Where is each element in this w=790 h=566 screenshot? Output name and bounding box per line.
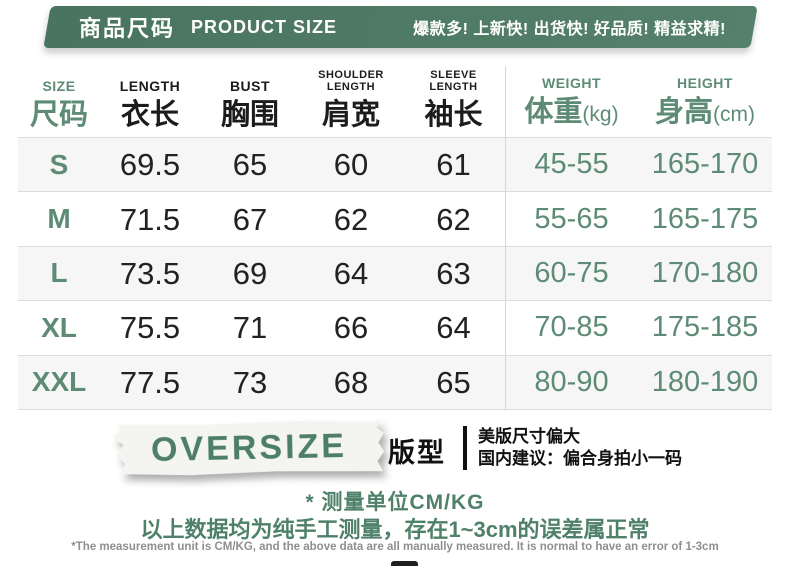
column-header-size-zh: 尺码 xyxy=(29,99,88,131)
column-header-height-zh: 身高 xyxy=(655,96,714,128)
sleeve-value: 62 xyxy=(436,201,471,237)
column-header-bust: BUST 胸围 xyxy=(200,56,300,137)
fit-notes: 美版尺寸偏大 国内建议：偏合身拍小一码 xyxy=(478,426,682,469)
shoulder-value: 62 xyxy=(333,201,369,237)
banner-title-en: PRODUCT SIZE xyxy=(191,16,338,37)
english-measurement-note: *The measurement unit is CM/KG, and the … xyxy=(71,541,719,553)
height-value: 180-190 xyxy=(651,365,759,398)
height-value: 170-180 xyxy=(651,256,759,289)
fit-note-line2: 国内建议：偏合身拍小一码 xyxy=(478,448,682,468)
column-header-weight-en: WEIGHT xyxy=(542,75,601,91)
weight-value: 45-55 xyxy=(534,148,609,181)
shoulder-value: 64 xyxy=(333,255,369,291)
column-header-sleeve-en: SLEEVE LENGTH xyxy=(429,69,478,93)
fit-type-label: 版型 xyxy=(388,438,446,468)
column-header-sleeve-zh: 袖长 xyxy=(424,99,483,131)
sleeve-value: 65 xyxy=(436,364,471,400)
sleeve-value: 63 xyxy=(436,255,471,291)
column-header-shoulder-en: SHOULDER LENGTH xyxy=(318,69,384,93)
column-header-weight: WEIGHT 体重 (kg) xyxy=(505,56,638,137)
shoulder-value: 60 xyxy=(333,147,369,183)
height-value: 165-175 xyxy=(651,202,759,235)
table-row-xxl: XXL 77.5 73 68 65 80-90 180-190 xyxy=(18,355,772,410)
bust-value: 71 xyxy=(232,310,268,346)
column-header-size-en: SIZE xyxy=(42,78,76,94)
length-value: 73.5 xyxy=(119,255,181,291)
banner-slogan: 爆款多! 上新快! 出货快! 好品质! 精益求精! xyxy=(413,21,726,38)
table-row-m: M 71.5 67 62 62 55-65 165-175 xyxy=(18,192,772,247)
table-vertical-divider xyxy=(505,66,506,411)
length-value: 77.5 xyxy=(119,364,181,400)
table-row-s: S 69.5 65 60 61 45-55 165-170 xyxy=(18,138,772,193)
weight-value: 70-85 xyxy=(534,311,609,344)
column-header-bust-en: BUST xyxy=(229,78,271,94)
bust-value: 67 xyxy=(232,201,268,237)
length-value: 75.5 xyxy=(119,310,181,346)
column-header-length-en: LENGTH xyxy=(119,78,181,94)
column-header-height-unit: (cm) xyxy=(713,103,755,126)
sleeve-value: 61 xyxy=(436,147,471,183)
oversize-tape: OVERSIZE xyxy=(113,419,384,477)
next-section-edge xyxy=(391,561,418,566)
shoulder-value: 68 xyxy=(333,364,369,400)
weight-value: 55-65 xyxy=(534,202,609,235)
column-header-length-zh: 衣长 xyxy=(120,99,179,131)
column-header-shoulder-zh: 肩宽 xyxy=(321,99,380,131)
size-value: XXL xyxy=(31,366,87,398)
tolerance-note: 以上数据均为纯手工测量，存在1~3cm的误差属正常 xyxy=(140,517,650,542)
column-header-sleeve: SLEEVE LENGTH 袖长 xyxy=(402,56,505,137)
banner-title-zh: 商品尺码 xyxy=(79,16,176,41)
column-header-size: SIZE 尺码 xyxy=(18,56,100,137)
size-value: L xyxy=(50,257,68,289)
bust-value: 65 xyxy=(232,147,268,183)
size-value: S xyxy=(49,148,69,180)
oversize-label: OVERSIZE xyxy=(150,426,348,469)
header-banner: 商品尺码 PRODUCT SIZE 爆款多! 上新快! 出货快! 好品质! 精益… xyxy=(43,6,758,48)
column-header-height: HEIGHT 身高 (cm) xyxy=(638,56,772,137)
column-header-shoulder: SHOULDER LENGTH 肩宽 xyxy=(300,56,402,137)
column-header-bust-zh: 胸围 xyxy=(220,99,279,131)
weight-value: 60-75 xyxy=(534,256,609,289)
table-header-row: SIZE 尺码 LENGTH 衣长 BUST 胸围 SHOULDER LENGT… xyxy=(18,56,772,137)
height-value: 165-170 xyxy=(651,148,759,181)
length-value: 71.5 xyxy=(119,201,181,237)
fit-divider-bar xyxy=(463,426,467,470)
size-value: M xyxy=(47,203,71,235)
column-header-weight-unit: (kg) xyxy=(582,103,619,126)
bust-value: 73 xyxy=(232,364,268,400)
height-value: 175-185 xyxy=(651,311,759,344)
table-row-l: L 73.5 69 64 63 60-75 170-180 xyxy=(18,246,772,302)
length-value: 69.5 xyxy=(119,147,181,183)
bust-value: 69 xyxy=(232,255,268,291)
sleeve-value: 64 xyxy=(436,310,471,346)
oversize-tape-paper: OVERSIZE xyxy=(113,419,384,477)
size-value: XL xyxy=(41,311,77,343)
fit-note-line1: 美版尺寸偏大 xyxy=(478,427,580,446)
column-header-weight-zh: 体重 xyxy=(524,96,583,128)
measurement-unit-note: * 测量单位CM/KG xyxy=(305,491,485,514)
column-header-length: LENGTH 衣长 xyxy=(100,56,200,137)
weight-value: 80-90 xyxy=(534,365,609,398)
shoulder-value: 66 xyxy=(333,310,369,346)
column-header-height-en: HEIGHT xyxy=(677,75,733,91)
size-table-body: S 69.5 65 60 61 45-55 165-170 M 71.5 67 … xyxy=(18,137,772,410)
table-row-xl: XL 75.5 71 66 64 70-85 175-185 xyxy=(18,301,772,356)
header-banner-content: 商品尺码 PRODUCT SIZE 爆款多! 上新快! 出货快! 好品质! 精益… xyxy=(47,6,754,48)
